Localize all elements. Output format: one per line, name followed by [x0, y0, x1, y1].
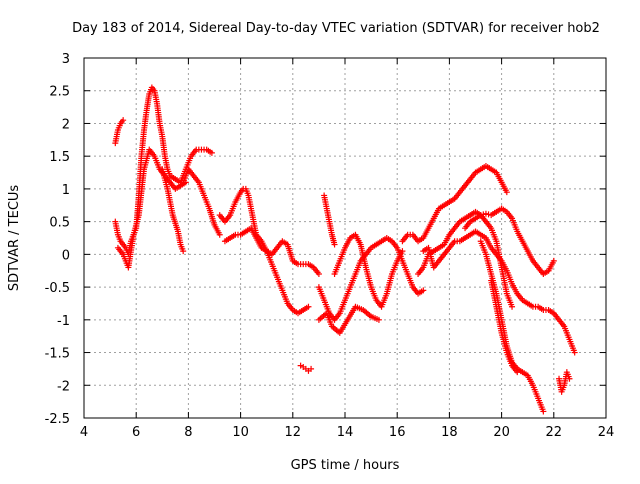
data-point: [420, 287, 427, 294]
chart-title: Day 183 of 2014, Sidereal Day-to-day VTE…: [72, 21, 600, 36]
data-point: [308, 365, 315, 372]
y-axis-label: SDTVAR / TECUs: [7, 185, 22, 292]
data-point: [399, 248, 406, 255]
x-tick-label: 12: [285, 425, 302, 440]
data-point: [297, 362, 304, 369]
y-tick-label: 2.5: [49, 85, 70, 100]
y-tick-label: 0: [62, 248, 70, 263]
data-point: [540, 408, 547, 415]
x-tick-label: 24: [598, 425, 615, 440]
data-point: [305, 303, 312, 310]
data-point: [216, 231, 223, 238]
y-tick-label: 1: [62, 183, 70, 198]
x-tick-label: 4: [80, 425, 88, 440]
y-tick-label: -2.5: [45, 412, 70, 427]
data-point: [550, 257, 557, 264]
x-tick-labels: 4 6 8 10 12 14 16 18 20 22 24: [80, 425, 614, 440]
x-tick-label: 20: [493, 425, 510, 440]
x-tick-label: 8: [184, 425, 192, 440]
data-point: [208, 149, 215, 156]
y-tick-label: 1.5: [49, 150, 70, 165]
x-tick-label: 14: [337, 425, 354, 440]
x-axis-label: GPS time / hours: [291, 458, 400, 473]
axis-ticks: [83, 57, 607, 419]
data-point: [180, 248, 187, 255]
x-tick-label: 22: [546, 425, 563, 440]
x-tick-label: 18: [441, 425, 458, 440]
y-tick-label: 2: [62, 117, 70, 132]
data-point: [509, 303, 516, 310]
data-point: [331, 241, 338, 248]
data-point: [480, 211, 487, 218]
data-point: [503, 189, 510, 196]
data-point: [120, 117, 127, 124]
data-point: [482, 210, 489, 217]
y-tick-label: 3: [62, 52, 70, 67]
data-point: [571, 349, 578, 356]
y-tick-labels: -2.5 -2 -1.5 -1 -0.5 0 0.5 1 1.5 2 2.5 3: [45, 52, 70, 427]
data-point: [477, 212, 484, 219]
y-tick-label: -1: [57, 314, 70, 329]
data-point: [315, 271, 322, 277]
data-point: [514, 369, 521, 376]
data-marks: [112, 84, 578, 415]
y-tick-label: -1.5: [45, 347, 70, 362]
y-tick-label: 0.5: [49, 216, 70, 231]
x-tick-label: 10: [232, 425, 249, 440]
y-tick-label: -0.5: [45, 281, 70, 296]
data-point: [375, 316, 382, 323]
data-point: [566, 375, 573, 382]
x-tick-label: 16: [389, 425, 406, 440]
y-tick-label: -2: [57, 379, 70, 394]
grid-lines: [84, 58, 606, 418]
x-tick-label: 6: [132, 425, 140, 440]
